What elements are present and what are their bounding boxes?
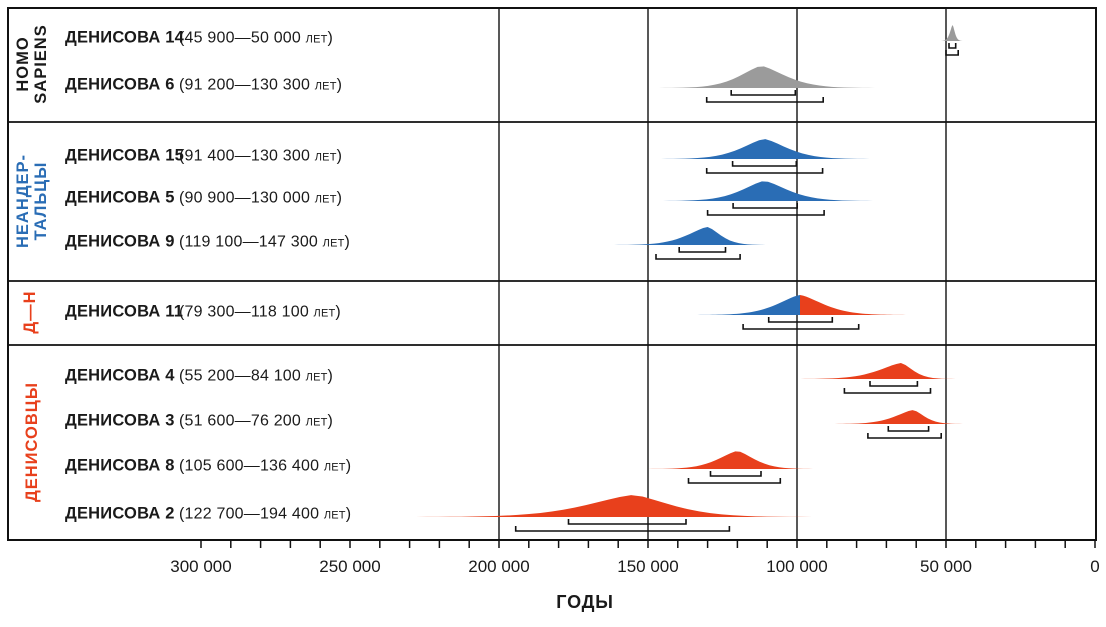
group-label-denisovans: ДЕНИСОВЦЫ xyxy=(23,382,42,502)
row-label: ДЕНИСОВА 8 (105 600—136 400 лет) xyxy=(65,457,351,476)
specimen-name: ДЕНИСОВА 2 xyxy=(65,504,175,523)
inner-interval-bracket xyxy=(567,519,687,525)
specimen-age-range: (55 200—84 100 лет) xyxy=(179,367,334,385)
density-curve xyxy=(807,410,979,424)
outer-interval-bracket xyxy=(843,388,932,394)
specimen-name: ДЕНИСОВА 9 xyxy=(65,232,175,251)
density-curve xyxy=(937,25,966,41)
specimen-age-range: (51 600—76 200 лет) xyxy=(179,412,334,430)
specimen-age-range: (105 600—136 400 лет) xyxy=(179,457,352,475)
inner-interval-bracket xyxy=(731,161,798,167)
axis-tick-label: 150 000 xyxy=(617,557,678,576)
inner-interval-bracket xyxy=(869,381,919,387)
specimen-age-range: (90 900—130 000 лет) xyxy=(179,189,343,207)
axis-tick-label: 100 000 xyxy=(766,557,827,576)
axis-tick-label: 300 000 xyxy=(170,557,231,576)
specimen-age-range: (122 700—194 400 лет) xyxy=(179,505,352,523)
axis-tick-label: 0 xyxy=(1090,557,1099,576)
inner-interval-bracket xyxy=(732,203,798,209)
row-label: ДЕНИСОВА 15 (91 400—130 300 лет) xyxy=(65,147,342,166)
specimen-name: ДЕНИСОВА 5 xyxy=(65,188,175,207)
outer-interval-bracket xyxy=(705,168,824,174)
specimen-name: ДЕНИСОВА 8 xyxy=(65,456,175,475)
row-label: ДЕНИСОВА 9 (119 100—147 300 лет) xyxy=(65,233,350,252)
inner-interval-bracket xyxy=(948,43,957,49)
specimen-name: ДЕНИСОВА 4 xyxy=(65,366,175,385)
specimen-age-range: (91 400—130 300 лет) xyxy=(179,147,343,165)
density-curve xyxy=(768,363,970,379)
axis-tick-label: 50 000 xyxy=(920,557,972,576)
density-curve xyxy=(634,66,906,88)
axis-tick-label: 250 000 xyxy=(319,557,380,576)
row-label: ДЕНИСОВА 2 (122 700—194 400 лет) xyxy=(65,505,351,524)
outer-interval-bracket xyxy=(742,324,860,330)
inner-interval-bracket xyxy=(887,426,930,432)
row-label: ДЕНИСОВА 5 (90 900—130 000 лет) xyxy=(65,189,342,208)
specimen-name: ДЕНИСОВА 11 xyxy=(65,302,184,321)
chart-frame xyxy=(7,7,1097,541)
outer-interval-bracket xyxy=(687,478,782,484)
outer-interval-bracket xyxy=(867,433,942,439)
specimen-age-range: (45 900—50 000 лет) xyxy=(179,29,334,47)
density-curve xyxy=(630,139,901,159)
outer-interval-bracket xyxy=(706,210,825,216)
x-axis-title: ГОДЫ xyxy=(556,592,614,612)
group-label-neanderthals: НЕАНДЕР- ТАЛЬЦЫ xyxy=(14,153,50,249)
axis-tick-label: 200 000 xyxy=(468,557,529,576)
inner-interval-bracket xyxy=(678,247,727,253)
row-label: ДЕНИСОВА 6 (91 200—130 300 лет) xyxy=(65,76,342,95)
inner-interval-bracket xyxy=(709,471,762,477)
outer-interval-bracket xyxy=(945,50,959,56)
specimen-age-range: (79 300—118 100 лет) xyxy=(179,303,341,321)
density-curve xyxy=(632,181,904,201)
specimen-age-range: (91 200—130 300 лет) xyxy=(179,76,343,94)
density-curve xyxy=(623,451,838,469)
outer-interval-bracket xyxy=(705,97,824,103)
specimen-age-range: (119 100—147 300 лет) xyxy=(179,233,351,251)
group-label-hybrid-d-n: Д—Н xyxy=(21,290,40,334)
density-curve xyxy=(359,495,858,517)
group-label-homo-sapiens: HOMO SAPIENS xyxy=(14,24,50,104)
specimen-name: ДЕНИСОВА 14 xyxy=(65,28,185,47)
outer-interval-bracket xyxy=(514,526,731,532)
outer-interval-bracket xyxy=(655,254,741,260)
specimen-name: ДЕНИСОВА 6 xyxy=(65,75,175,94)
inner-interval-bracket xyxy=(730,90,797,96)
density-curve xyxy=(587,227,784,245)
inner-interval-bracket xyxy=(767,317,834,323)
specimen-name: ДЕНИСОВА 3 xyxy=(65,411,175,430)
density-curve xyxy=(800,295,937,315)
row-label: ДЕНИСОВА 14 (45 900—50 000 лет) xyxy=(65,29,333,48)
row-label: ДЕНИСОВА 11 (79 300—118 100 лет) xyxy=(65,303,341,322)
row-label: ДЕНИСОВА 4 (55 200—84 100 лет) xyxy=(65,367,333,386)
row-label: ДЕНИСОВА 3 (51 600—76 200 лет) xyxy=(65,412,333,431)
specimen-name: ДЕНИСОВА 15 xyxy=(65,146,185,165)
density-curve xyxy=(667,295,800,315)
